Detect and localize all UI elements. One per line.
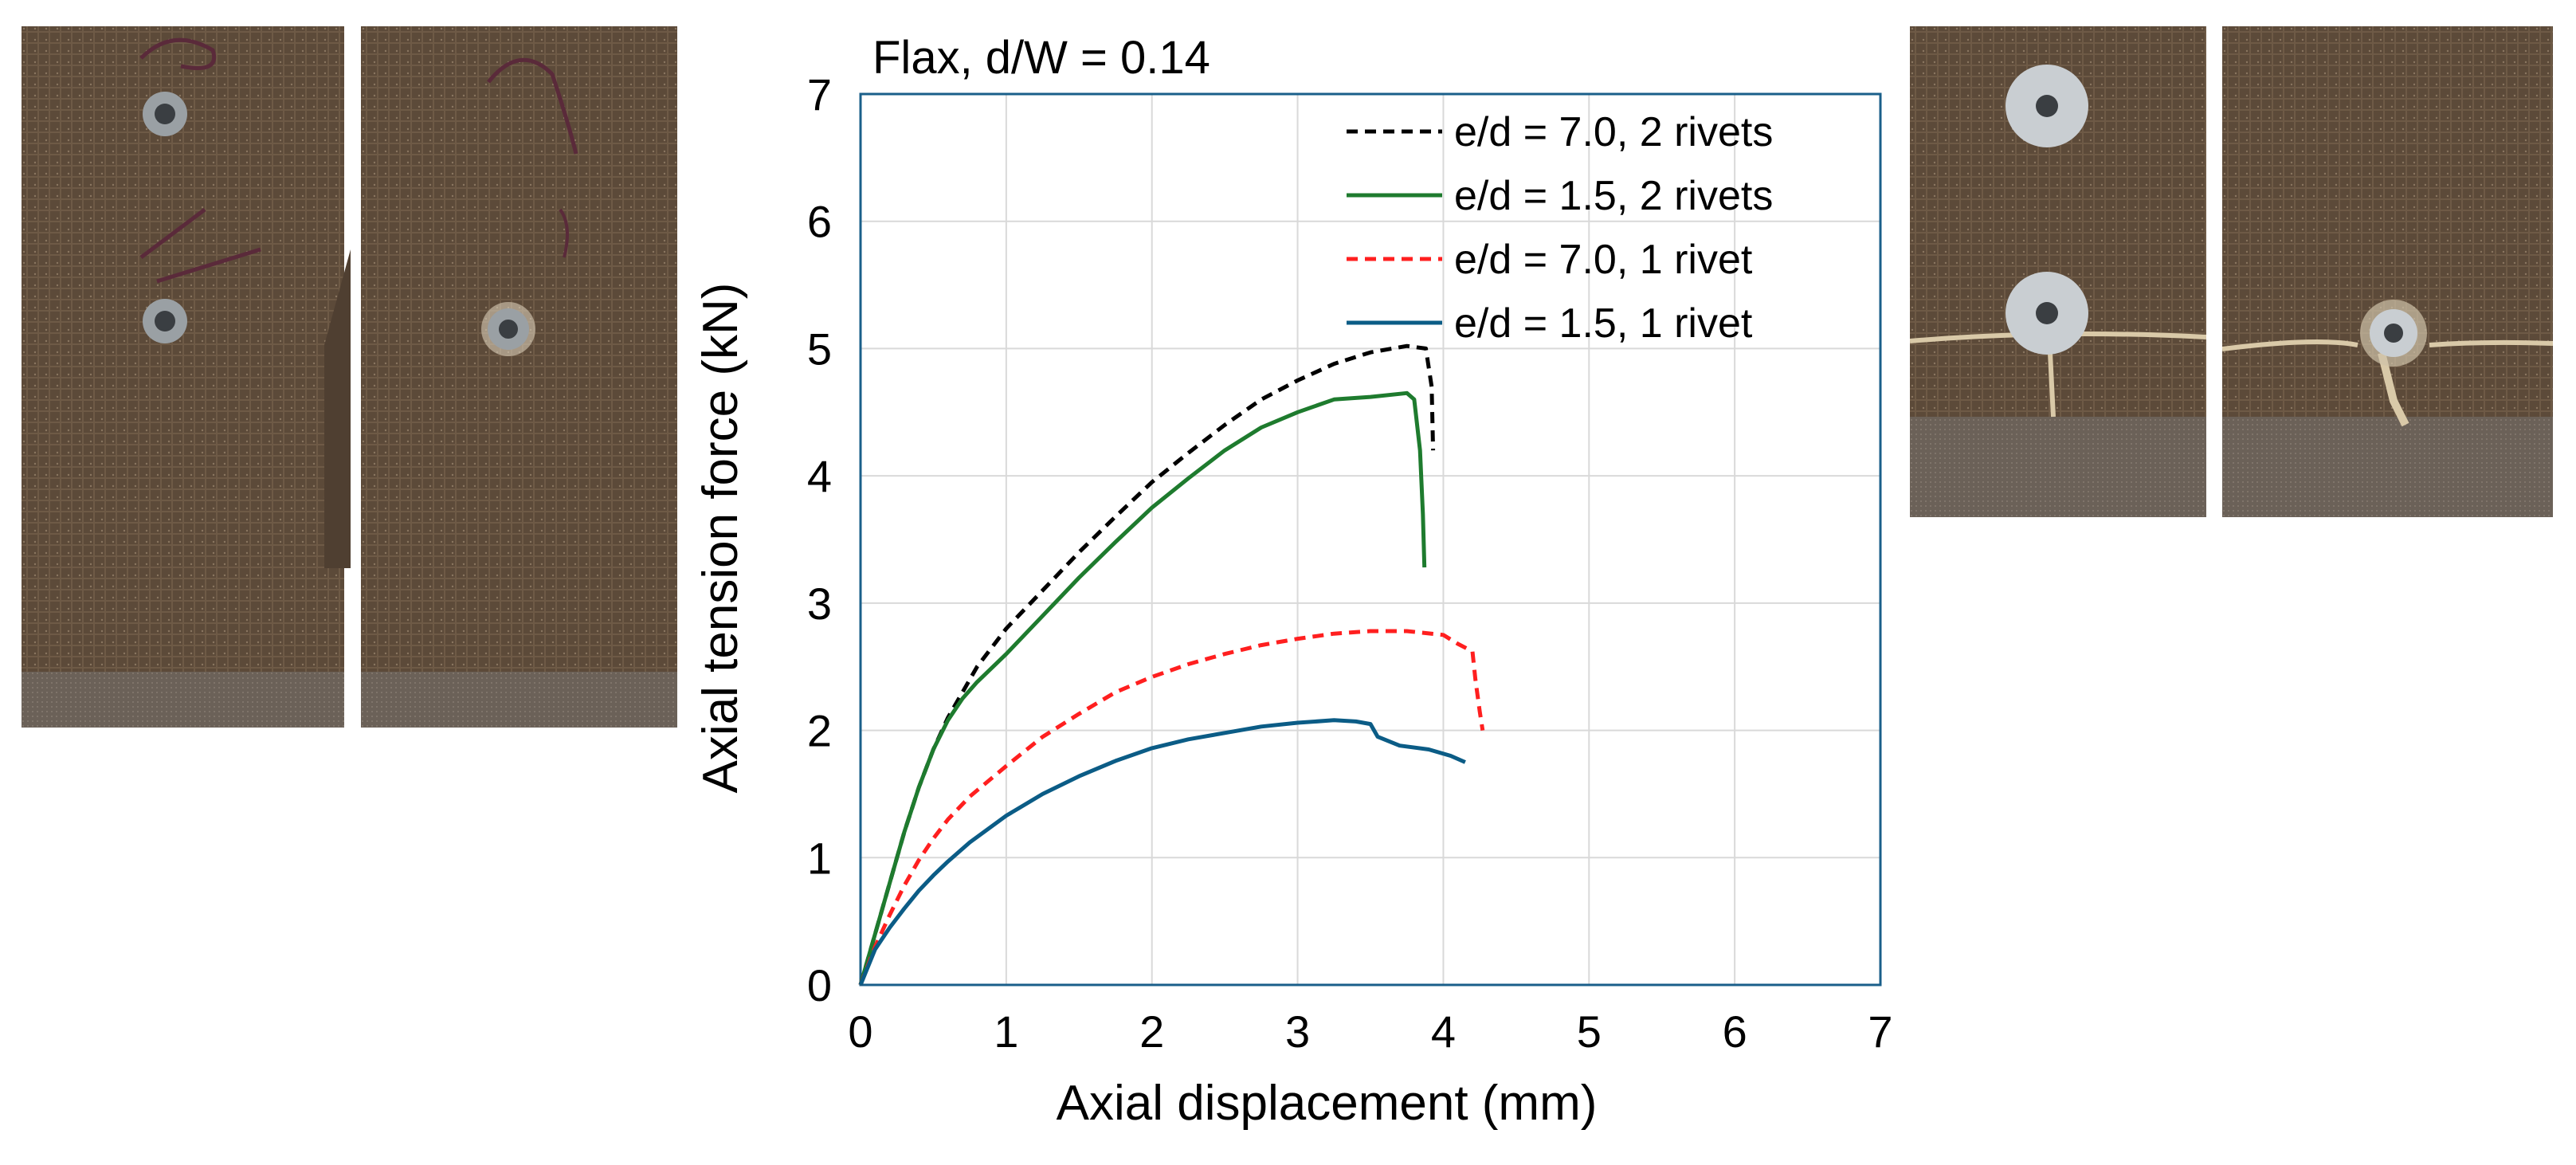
photo-specimen-3 <box>1910 26 2206 517</box>
photo-specimen-4 <box>2222 26 2553 517</box>
y-tick-label-5: 5 <box>807 324 832 374</box>
x-tick-label-0: 0 <box>848 1006 872 1057</box>
y-tick-label-0: 0 <box>807 960 832 1010</box>
y-tick-label-7: 7 <box>807 69 832 120</box>
legend-label-3: e/d = 1.5, 1 rivet <box>1454 300 1753 347</box>
y-tick-label-4: 4 <box>807 451 832 501</box>
y-tick-label-3: 3 <box>807 579 832 629</box>
x-tick-label-7: 7 <box>1868 1006 1892 1057</box>
series-layer <box>858 343 1485 986</box>
x-tick-label-4: 4 <box>1431 1006 1456 1057</box>
x-axis-title: Axial displacement (mm) <box>1057 1076 1598 1131</box>
legend-label-2: e/d = 7.0, 1 rivet <box>1454 237 1753 283</box>
photo-specimen-2 <box>361 26 677 728</box>
photo-specimen-1 <box>22 26 351 728</box>
series-line-3 <box>858 718 1466 986</box>
chart-title: Flax, d/W = 0.14 <box>872 32 1210 84</box>
y-tick-label-6: 6 <box>807 197 832 247</box>
grid-lines <box>860 93 1881 986</box>
legend-label-0: e/d = 7.0, 2 rivets <box>1454 109 1773 155</box>
y-axis-ticks: 0 1 2 3 4 5 6 7 <box>807 69 832 1010</box>
legend: e/d = 7.0, 2 rivets e/d = 1.5, 2 rivets e/… <box>1347 109 1773 347</box>
plot-area-frame <box>859 92 1882 987</box>
series-line-1 <box>858 390 1427 986</box>
y-axis-title: Axial tension force (kN) <box>693 283 748 794</box>
x-tick-label-3: 3 <box>1285 1006 1310 1057</box>
series-line-0 <box>858 343 1436 986</box>
x-tick-label-1: 1 <box>994 1006 1018 1057</box>
x-axis-ticks: 0 1 2 3 4 5 6 7 <box>848 1006 1892 1057</box>
y-tick-label-1: 1 <box>807 833 832 883</box>
legend-label-1: e/d = 1.5, 2 rivets <box>1454 173 1773 219</box>
x-tick-label-2: 2 <box>1139 1006 1164 1057</box>
series-line-2 <box>858 629 1485 986</box>
y-tick-label-2: 2 <box>807 706 832 756</box>
x-tick-label-5: 5 <box>1577 1006 1602 1057</box>
x-tick-label-6: 6 <box>1723 1006 1747 1057</box>
